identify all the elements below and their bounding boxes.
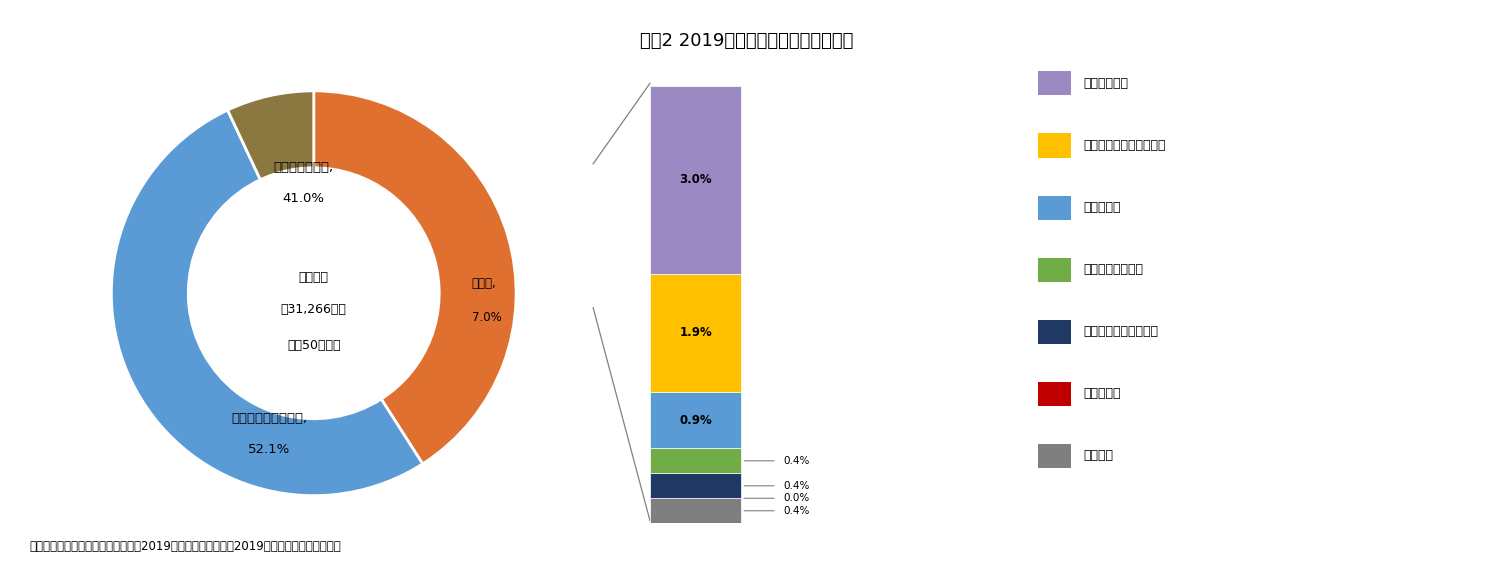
Bar [650,473,741,499]
Text: 41.0%: 41.0% [282,191,324,205]
Text: 約31,266億元: 約31,266億元 [281,303,347,316]
Bar [650,448,741,473]
Text: 住宅ローン貸出,: 住宅ローン貸出, [273,161,333,174]
Text: 貸倒引当金: 貸倒引当金 [1083,201,1120,214]
Bar [650,499,741,523]
Text: 商業銀行委託手数料等: 商業銀行委託手数料等 [1083,325,1158,338]
Text: 国債の購入: 国債の購入 [1083,388,1120,400]
Text: （資料）住宅と都市農村建設部等（2019）「全国住宅公積金2019年度報告」を基に作成。: （資料）住宅と都市農村建設部等（2019）「全国住宅公積金2019年度報告」を基… [30,540,342,553]
Text: 0.4%: 0.4% [783,481,810,491]
Text: 0.0%: 0.0% [783,493,810,503]
Text: その他,: その他, [472,277,496,290]
Bar [650,86,741,274]
Wedge shape [227,91,314,179]
Text: 図表2 2019年度住宅公積金支出の内訳: 図表2 2019年度住宅公積金支出の内訳 [641,32,853,49]
Text: 支出総額: 支出総額 [299,271,329,283]
Text: （約50兆円）: （約50兆円） [287,339,341,352]
Bar [650,392,741,448]
Text: 0.9%: 0.9% [680,414,713,427]
Text: 人件費等: 人件費等 [1083,450,1113,462]
Text: 52.1%: 52.1% [248,443,290,455]
Text: 0.4%: 0.4% [783,506,810,516]
Bar [650,274,741,392]
Text: 資産運用管理費用: 資産運用管理費用 [1083,263,1143,276]
Wedge shape [314,91,515,464]
Wedge shape [112,110,423,496]
Text: 7.0%: 7.0% [472,311,502,324]
Text: 個人による引き出し,: 個人による引き出し, [232,412,308,426]
Text: 3.0%: 3.0% [680,174,713,186]
Text: 1.9%: 1.9% [680,327,713,339]
Text: 利息の支払い: 利息の支払い [1083,77,1128,90]
Text: 公共賃貸住宅建設補助金: 公共賃貸住宅建設補助金 [1083,139,1165,152]
Text: 0.4%: 0.4% [783,456,810,466]
